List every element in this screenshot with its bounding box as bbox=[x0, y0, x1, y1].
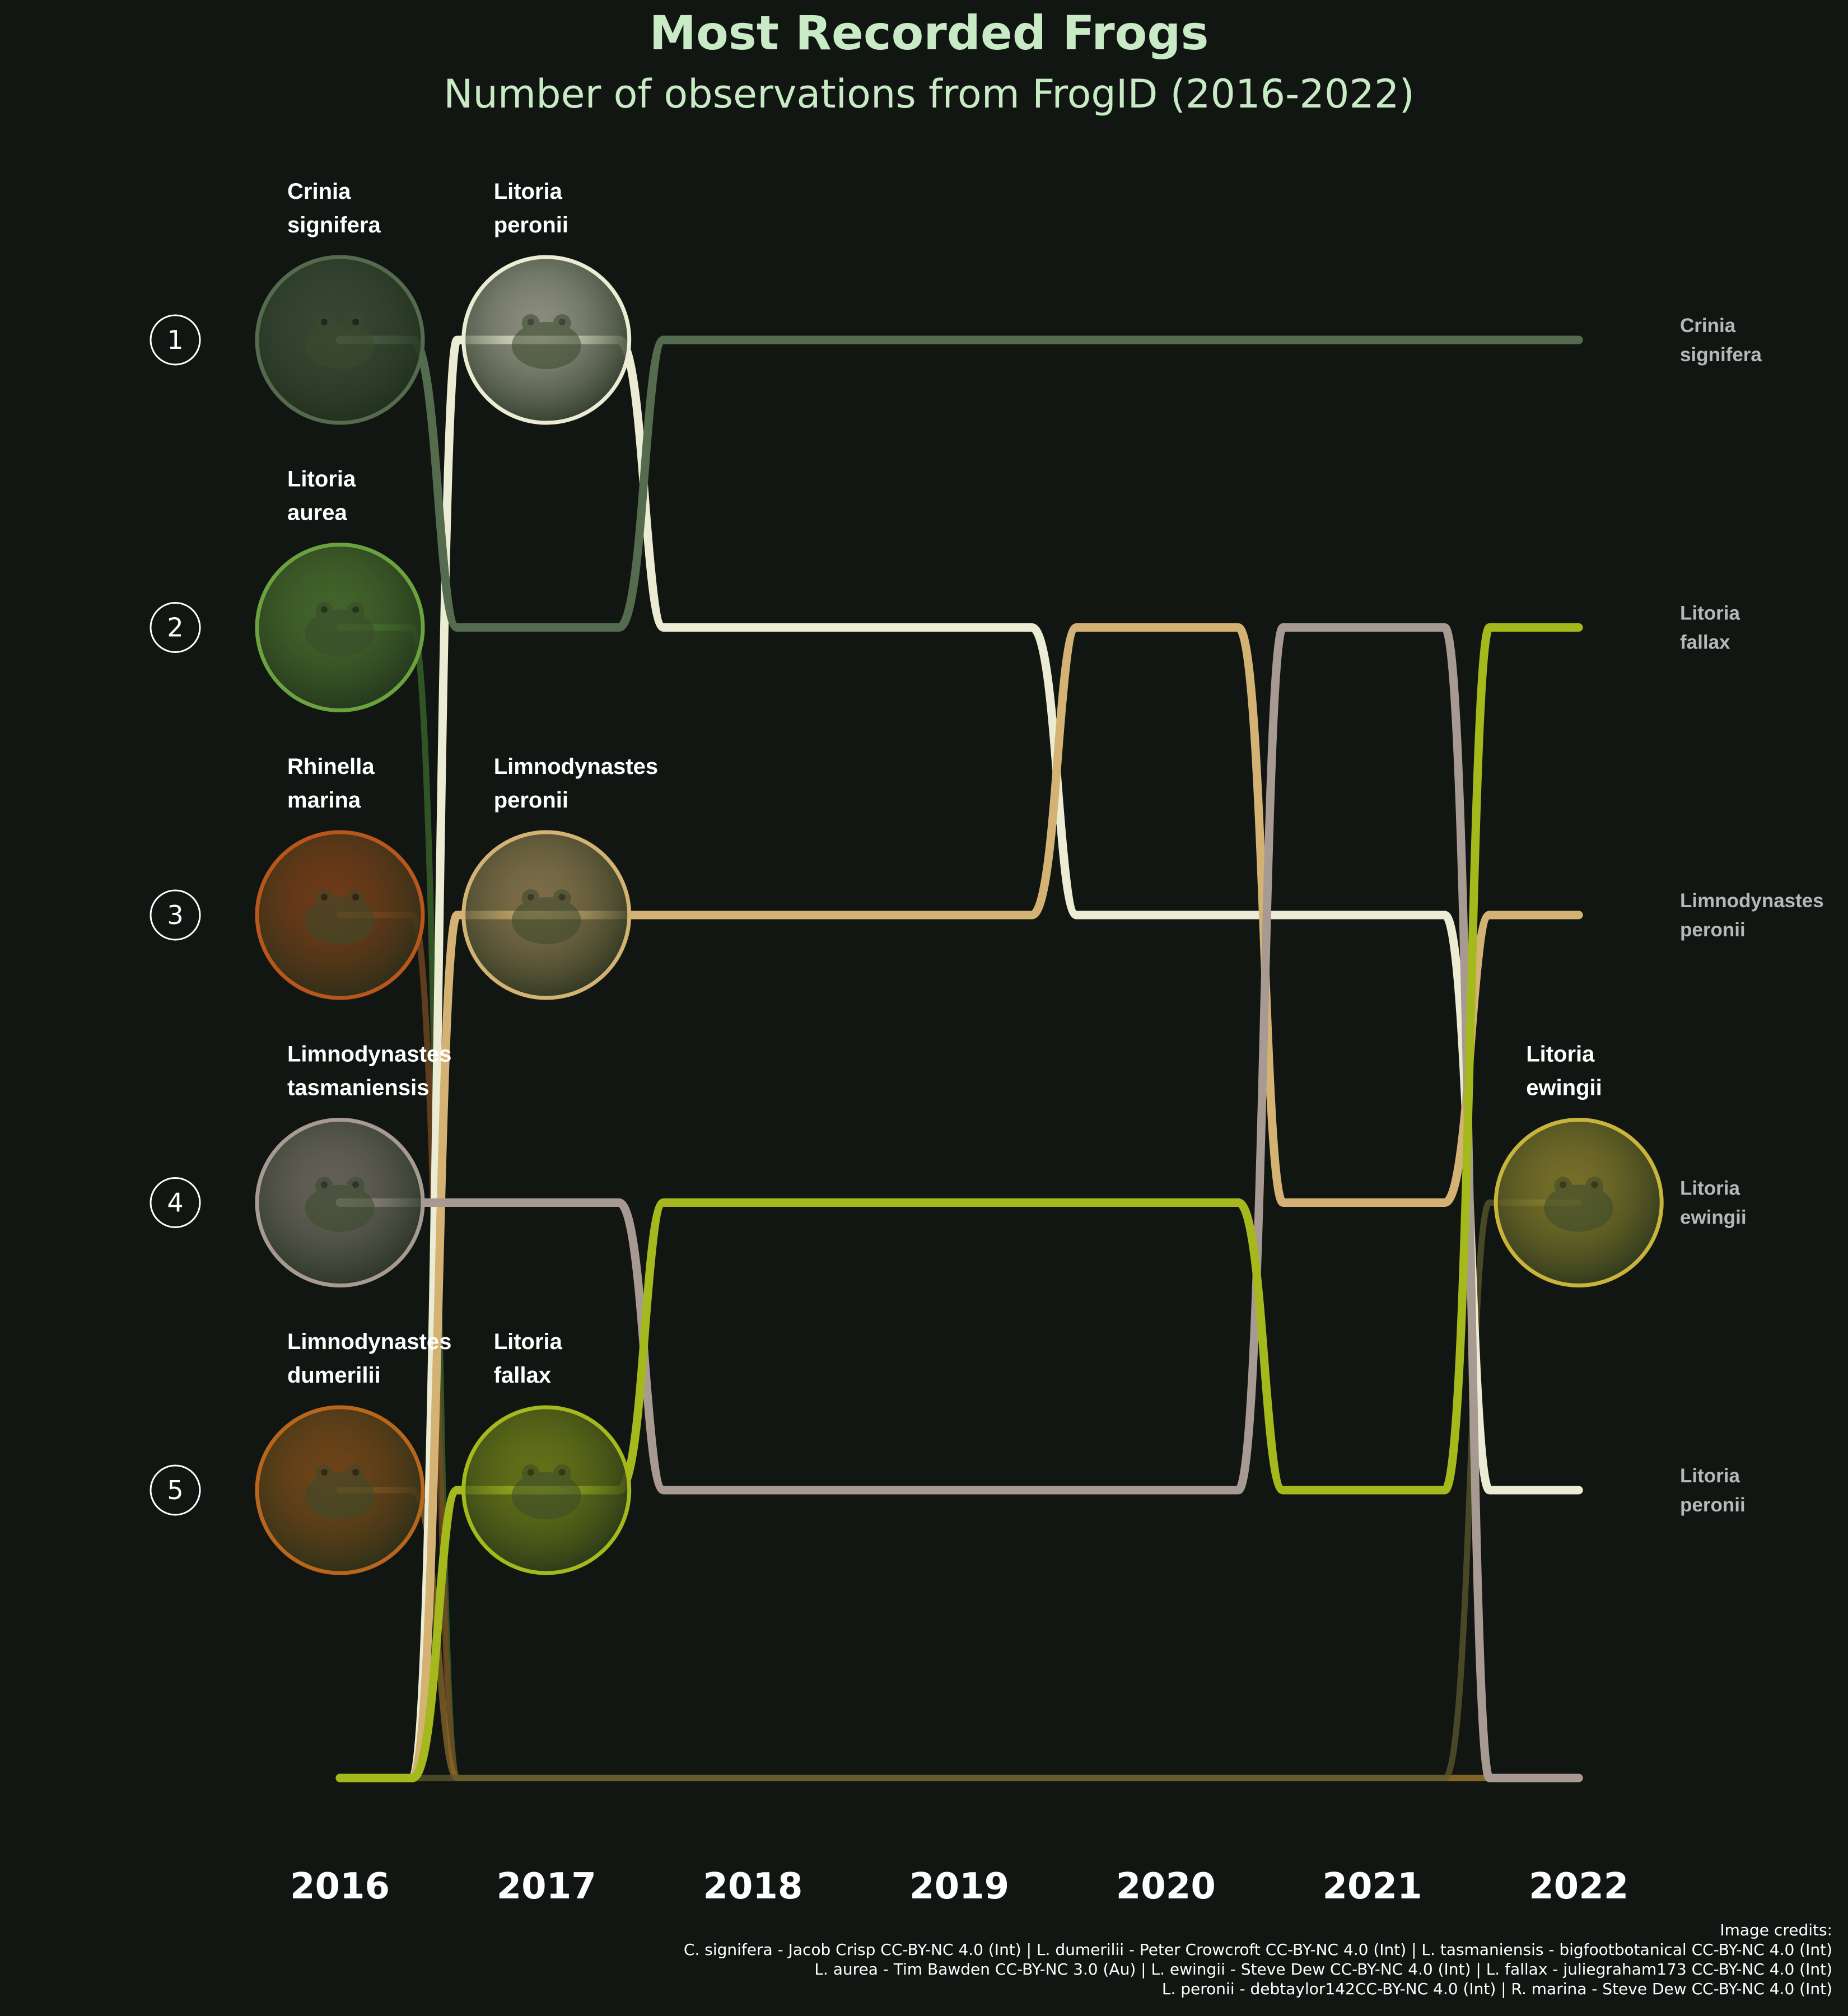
credits-heading: Image credits: bbox=[1720, 1921, 1832, 1939]
frog-label: fallax bbox=[494, 1363, 551, 1388]
end-label: Litoria bbox=[1680, 603, 1740, 624]
frog-label: tasmaniensis bbox=[287, 1076, 429, 1100]
frog-label: signifera bbox=[287, 213, 381, 237]
rank-number: 3 bbox=[167, 900, 183, 930]
frog-label: marina bbox=[287, 788, 361, 813]
credits-line: L. peronii - debtaylor142 CC-BY-NC 4.0 (… bbox=[1162, 1980, 1832, 1998]
frog-photo-crinia-signifera: Crinia signifera bbox=[257, 179, 423, 423]
chart-subtitle: Number of observations from FrogID (2016… bbox=[444, 71, 1415, 117]
frog-label: dumerilii bbox=[287, 1363, 381, 1388]
frog-icon bbox=[305, 1177, 375, 1232]
year-tick-label: 2020 bbox=[1116, 1866, 1216, 1907]
frog-icon bbox=[305, 1464, 375, 1519]
frog-icon bbox=[1544, 1177, 1613, 1232]
year-tick-label: 2021 bbox=[1322, 1866, 1422, 1907]
rank-number: 1 bbox=[167, 325, 183, 355]
frog-photo-rhinella-marina: Rhinella marina bbox=[257, 754, 423, 998]
end-label: peronii bbox=[1680, 919, 1746, 941]
end-label: fallax bbox=[1680, 632, 1730, 654]
end-labels: Crinia signifera Litoria fallax Limnodynaste… bbox=[1680, 315, 1824, 1516]
frog-label: Limnodynastes bbox=[494, 754, 658, 779]
frog-label: Litoria bbox=[1526, 1042, 1595, 1067]
frog-photo-limnodynastes-dumerilii: Limnodynastes dumerilii bbox=[257, 1329, 451, 1573]
frog-label: peronii bbox=[494, 213, 568, 237]
frog-label: Rhinella bbox=[287, 754, 375, 779]
chart-title: Most Recorded Frogs bbox=[649, 6, 1208, 60]
end-label: Litoria bbox=[1680, 1178, 1740, 1200]
frog-icon bbox=[305, 889, 375, 944]
year-tick-label: 2017 bbox=[497, 1866, 596, 1907]
frog-icon bbox=[512, 1464, 581, 1519]
frog-icon bbox=[305, 602, 375, 657]
frog-label: Crinia bbox=[287, 179, 351, 204]
year-tick-label: 2022 bbox=[1529, 1866, 1628, 1907]
frog-icon bbox=[305, 314, 375, 369]
frog-icon bbox=[512, 314, 581, 369]
end-label: signifera bbox=[1680, 344, 1762, 366]
frog-photo-limnodynastes-peronii: Limnodynastes peronii bbox=[464, 754, 658, 998]
frog-label: Limnodynastes bbox=[287, 1329, 451, 1354]
year-tick-label: 2016 bbox=[290, 1866, 390, 1907]
frog-icon bbox=[512, 889, 581, 944]
end-label: peronii bbox=[1680, 1494, 1746, 1516]
end-label: Limnodynastes bbox=[1680, 890, 1824, 912]
year-tick-label: 2019 bbox=[909, 1866, 1009, 1907]
frog-images: Crinia signifera Litoria aurea Rhinella marin… bbox=[257, 179, 1662, 1573]
x-axis-years: 2016 2017 2018 2019 2020 2021 2022 bbox=[290, 1866, 1628, 1907]
rank-number: 4 bbox=[167, 1188, 183, 1218]
year-tick-label: 2018 bbox=[703, 1866, 802, 1907]
frog-photo-litoria-aurea: Litoria aurea bbox=[257, 467, 423, 711]
credits-line: C. signifera - Jacob Crisp CC-BY-NC 4.0 … bbox=[684, 1940, 1832, 1959]
end-label: ewingii bbox=[1680, 1207, 1747, 1229]
image-credits: Image credits: C. signifera - Jacob Cris… bbox=[684, 1921, 1832, 1998]
frog-label: Litoria bbox=[494, 1329, 563, 1354]
frog-label: Litoria bbox=[494, 179, 563, 204]
frog-label: Litoria bbox=[287, 467, 356, 492]
rank-number: 5 bbox=[167, 1475, 183, 1505]
frog-label: aurea bbox=[287, 501, 347, 525]
credits-line: L. aurea - Tim Bawden CC-BY-NC 3.0 (Au) … bbox=[814, 1960, 1832, 1978]
frog-label: Limnodynastes bbox=[287, 1042, 451, 1067]
end-label: Crinia bbox=[1680, 315, 1736, 337]
frog-label: ewingii bbox=[1526, 1076, 1602, 1100]
frog-photo-litoria-peronii: Litoria peronii bbox=[464, 179, 629, 423]
rank-number: 2 bbox=[167, 613, 183, 643]
end-label: Litoria bbox=[1680, 1465, 1740, 1487]
rank-markers: 1 2 3 4 5 bbox=[151, 315, 200, 1515]
frog-photo-limnodynastes-tasmaniensis: Limnodynastes tasmaniensis bbox=[257, 1042, 451, 1286]
frog-photo-litoria-fallax: Litoria fallax bbox=[464, 1329, 629, 1573]
frog-photo-litoria-ewingii: Litoria ewingii bbox=[1496, 1042, 1662, 1286]
frog-label: peronii bbox=[494, 788, 568, 813]
